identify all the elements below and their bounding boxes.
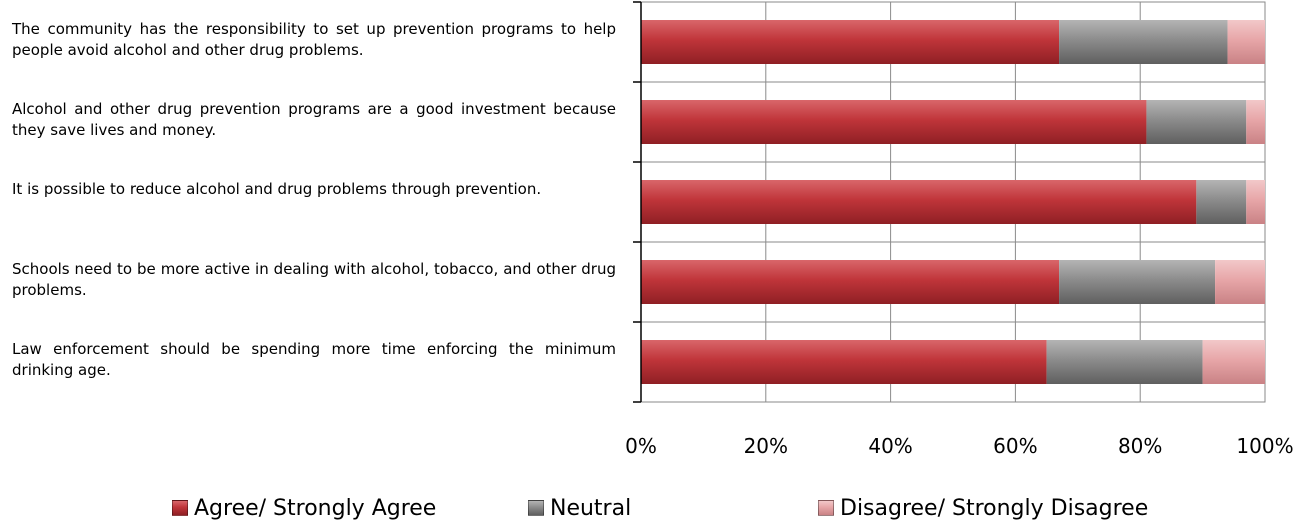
bar-segment-agree <box>641 340 1047 384</box>
x-tick-label: 80% <box>1117 434 1163 458</box>
x-tick-label: 20% <box>743 434 789 458</box>
bar-segment-disagree <box>1215 260 1265 304</box>
x-tick-label: 100% <box>1236 434 1294 458</box>
bar-segment-neutral <box>1046 340 1203 384</box>
bar-segment-neutral <box>1059 260 1216 304</box>
x-tick-label: 60% <box>993 434 1038 458</box>
bar-segment-agree <box>641 180 1197 224</box>
legend-label: Disagree/ Strongly Disagree <box>840 495 1149 521</box>
bar-segment-neutral <box>1196 180 1247 224</box>
category-label: The community has the responsibility to … <box>12 20 616 59</box>
bar-segment-agree <box>641 260 1060 304</box>
x-tick-label: 0% <box>625 434 657 458</box>
bar-segment-neutral <box>1059 20 1228 64</box>
legend-item-agree: Agree/ Strongly Agree <box>172 493 436 523</box>
legend-swatch <box>528 500 544 516</box>
bar-segment-agree <box>641 20 1060 64</box>
legend-item-disagree: Disagree/ Strongly Disagree <box>818 493 1148 523</box>
bar-segment-disagree <box>1246 100 1265 144</box>
bar-segment-agree <box>641 100 1147 144</box>
bar-segment-disagree <box>1227 20 1265 64</box>
category-label: Schools need to be more active in dealin… <box>12 260 616 299</box>
legend-swatch <box>818 500 834 516</box>
x-tick-label: 40% <box>868 434 913 458</box>
category-label: Alcohol and other drug prevention progra… <box>12 100 616 139</box>
bar-segment-neutral <box>1146 100 1247 144</box>
bar-segment-disagree <box>1246 180 1265 224</box>
category-label: Law enforcement should be spending more … <box>12 340 616 379</box>
legend-swatch <box>172 500 188 516</box>
legend-label: Neutral <box>550 495 632 521</box>
legend-item-neutral: Neutral <box>528 493 631 523</box>
bar-segment-disagree <box>1202 340 1265 384</box>
category-label: It is possible to reduce alcohol and dru… <box>12 180 542 198</box>
legend-label: Agree/ Strongly Agree <box>194 495 437 521</box>
